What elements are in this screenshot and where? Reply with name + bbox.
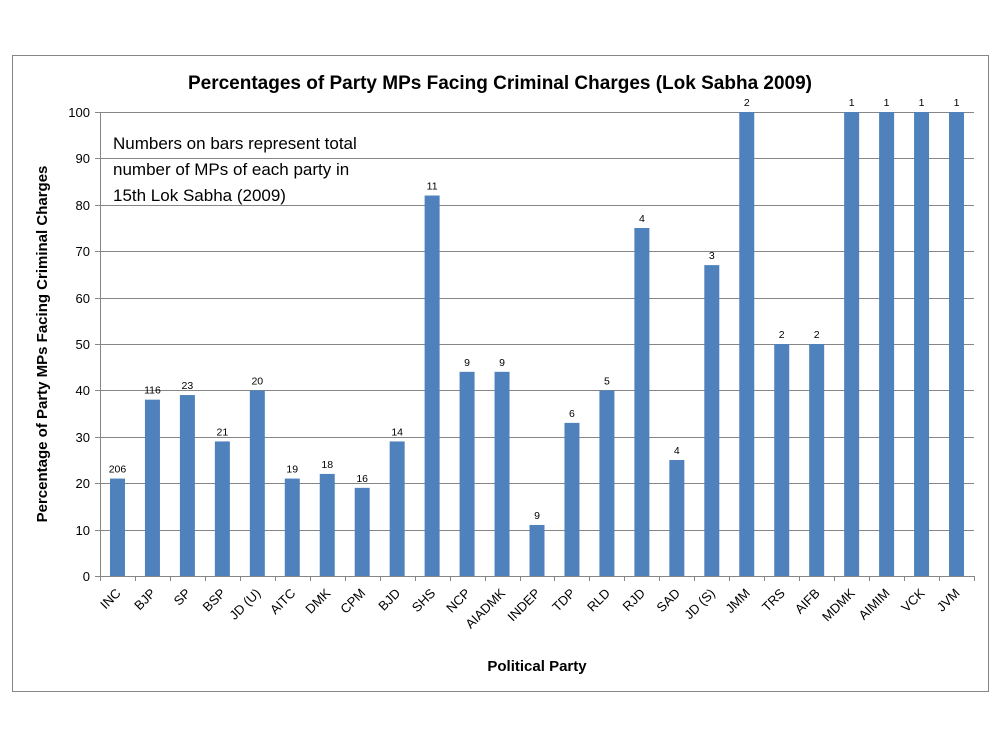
- bar: [669, 460, 685, 576]
- bar: [459, 371, 475, 576]
- y-axis-title: Percentage of Party MPs Facing Criminal …: [34, 166, 51, 523]
- bar-data-label: 2: [779, 329, 785, 341]
- bar: [529, 524, 545, 576]
- y-tick-label: 90: [76, 151, 90, 166]
- bar: [494, 371, 510, 576]
- bar-data-label: 16: [356, 473, 368, 485]
- bar-data-label: 23: [182, 380, 194, 392]
- y-tick-label: 30: [76, 430, 90, 445]
- bar-data-label: 21: [217, 426, 229, 438]
- chart-annotation: Numbers on bars represent total number o…: [113, 134, 357, 205]
- bar-data-label: 1: [954, 97, 960, 109]
- bar-data-label: 11: [427, 181, 438, 193]
- bar-data-label: 2: [744, 97, 750, 109]
- y-tick-label: 40: [76, 383, 90, 398]
- bar: [564, 422, 580, 576]
- bar-data-label: 18: [321, 459, 333, 471]
- y-tick-label: 70: [76, 244, 90, 259]
- bar: [774, 344, 790, 576]
- bar-data-label: 4: [674, 445, 680, 457]
- bars: [109, 112, 965, 576]
- bar-data-label: 1: [849, 97, 855, 109]
- bar: [879, 112, 895, 576]
- bar-data-label: 14: [391, 426, 403, 438]
- bar-data-label: 1: [884, 97, 890, 109]
- axes: [95, 112, 975, 581]
- bar: [389, 441, 405, 576]
- y-tick-label: 10: [76, 523, 90, 538]
- grid-lines: [100, 112, 974, 531]
- bar-data-label: 9: [464, 357, 470, 369]
- bar: [949, 112, 965, 576]
- bar-data-label: 1: [919, 97, 925, 109]
- bar: [739, 112, 755, 576]
- y-tick-label: 100: [68, 105, 90, 120]
- y-tick-label: 80: [76, 198, 90, 213]
- y-tick-label: 50: [76, 337, 90, 352]
- bar: [914, 112, 930, 576]
- bar-data-label: 19: [286, 464, 298, 476]
- bar-data-label: 9: [534, 510, 540, 522]
- bar: [634, 228, 650, 576]
- y-tick-label: 20: [76, 476, 90, 491]
- bar-data-label: 9: [499, 357, 505, 369]
- bar-data-label: 206: [109, 464, 127, 476]
- bar: [809, 344, 825, 576]
- bar-data-label: 5: [604, 375, 610, 387]
- bar-data-label: 4: [639, 213, 645, 225]
- bar: [284, 478, 300, 576]
- bar: [424, 195, 440, 576]
- bar-data-label: 116: [144, 385, 161, 397]
- bar: [319, 473, 335, 576]
- x-axis-title: Political Party: [487, 658, 587, 675]
- y-tick-label: 60: [76, 291, 90, 306]
- bar: [354, 487, 370, 576]
- bar: [249, 390, 265, 576]
- chart-title: Percentages of Party MPs Facing Criminal…: [188, 73, 812, 94]
- bar: [599, 390, 615, 576]
- bar: [179, 395, 195, 576]
- bar-data-label: 3: [709, 250, 715, 262]
- bar: [844, 112, 860, 576]
- bar-data-label: 6: [569, 408, 575, 420]
- bar: [144, 399, 160, 576]
- annotation-line: 15th Lok Sabha (2009): [113, 186, 286, 205]
- bar: [214, 441, 230, 576]
- bar: [704, 265, 720, 576]
- annotation-line: Numbers on bars represent total: [113, 134, 357, 153]
- y-tick-labels: 0 10 20 30 40 50 60 70 80 90 100: [68, 105, 90, 584]
- bar-data-label: 2: [814, 329, 820, 341]
- bar-data-label: 20: [251, 375, 263, 387]
- bar: [109, 478, 125, 576]
- annotation-line: number of MPs of each party in: [113, 160, 349, 179]
- y-tick-label: 0: [83, 569, 90, 584]
